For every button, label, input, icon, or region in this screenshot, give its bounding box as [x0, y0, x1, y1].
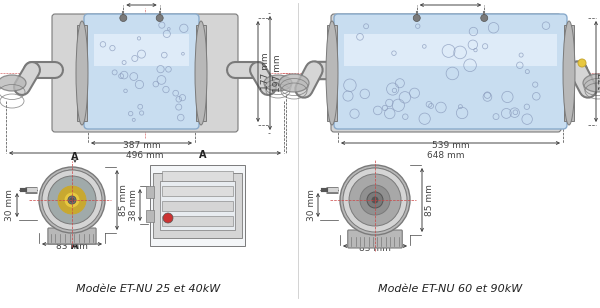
Ellipse shape [195, 21, 207, 125]
Ellipse shape [0, 75, 26, 91]
Text: 30 mm: 30 mm [5, 189, 14, 221]
Bar [162, 216, 233, 226]
Circle shape [64, 192, 80, 208]
Ellipse shape [326, 21, 338, 125]
Text: 83 mm: 83 mm [359, 244, 391, 253]
Circle shape [349, 174, 401, 226]
Circle shape [70, 198, 74, 202]
Text: 83 mm: 83 mm [56, 242, 88, 251]
Bar [344, 34, 557, 66]
Circle shape [48, 176, 96, 224]
Text: 80 mm: 80 mm [125, 0, 157, 2]
Text: Modèle ET-NU 60 et 90kW: Modèle ET-NU 60 et 90kW [378, 284, 522, 294]
Text: A: A [71, 241, 79, 251]
Ellipse shape [76, 21, 88, 125]
Text: A: A [199, 150, 206, 160]
Circle shape [68, 196, 76, 204]
Bar [564, 25, 574, 121]
Bar [153, 173, 242, 238]
Text: A: A [71, 152, 79, 162]
Circle shape [413, 14, 420, 22]
Circle shape [340, 165, 410, 235]
Circle shape [360, 185, 390, 215]
Circle shape [578, 59, 586, 67]
Wedge shape [343, 168, 407, 200]
Bar [162, 186, 233, 196]
Bar [162, 171, 233, 181]
Circle shape [367, 192, 383, 208]
FancyBboxPatch shape [84, 14, 199, 129]
FancyBboxPatch shape [48, 228, 96, 244]
Circle shape [42, 170, 102, 230]
Text: 177 mm: 177 mm [599, 53, 600, 90]
Text: 38 mm: 38 mm [128, 189, 137, 221]
Bar [146, 210, 154, 222]
Text: Modèle ET-NU 25 et 40kW: Modèle ET-NU 25 et 40kW [76, 284, 220, 294]
Circle shape [120, 14, 127, 22]
Text: 496 mm: 496 mm [126, 151, 164, 160]
FancyBboxPatch shape [331, 14, 561, 132]
Text: 387 mm: 387 mm [122, 141, 160, 150]
Bar [94, 34, 189, 66]
Ellipse shape [264, 75, 292, 91]
Text: 30 mm: 30 mm [307, 189, 316, 221]
Circle shape [343, 168, 407, 232]
Bar [196, 25, 206, 121]
Circle shape [481, 14, 488, 22]
Ellipse shape [563, 21, 575, 125]
Bar [77, 25, 87, 121]
Bar [160, 181, 235, 230]
FancyBboxPatch shape [52, 14, 238, 132]
Circle shape [156, 14, 163, 22]
Bar [146, 186, 154, 198]
Wedge shape [43, 170, 101, 200]
Bar [327, 25, 337, 121]
Circle shape [163, 213, 173, 223]
Bar [150, 165, 245, 246]
Text: 177 mm: 177 mm [260, 53, 269, 90]
Text: 85 mm: 85 mm [425, 184, 433, 216]
Circle shape [39, 167, 105, 233]
Text: 197 mm: 197 mm [272, 54, 281, 92]
Circle shape [58, 186, 86, 214]
Circle shape [372, 197, 378, 203]
FancyBboxPatch shape [334, 14, 567, 129]
Ellipse shape [583, 74, 600, 92]
FancyBboxPatch shape [348, 230, 402, 248]
Ellipse shape [279, 74, 309, 92]
Bar [162, 201, 233, 211]
Text: 230 mm: 230 mm [432, 0, 469, 2]
Text: 85 mm: 85 mm [119, 184, 128, 216]
Text: 648 mm: 648 mm [427, 151, 465, 160]
Text: 539 mm: 539 mm [431, 141, 469, 150]
